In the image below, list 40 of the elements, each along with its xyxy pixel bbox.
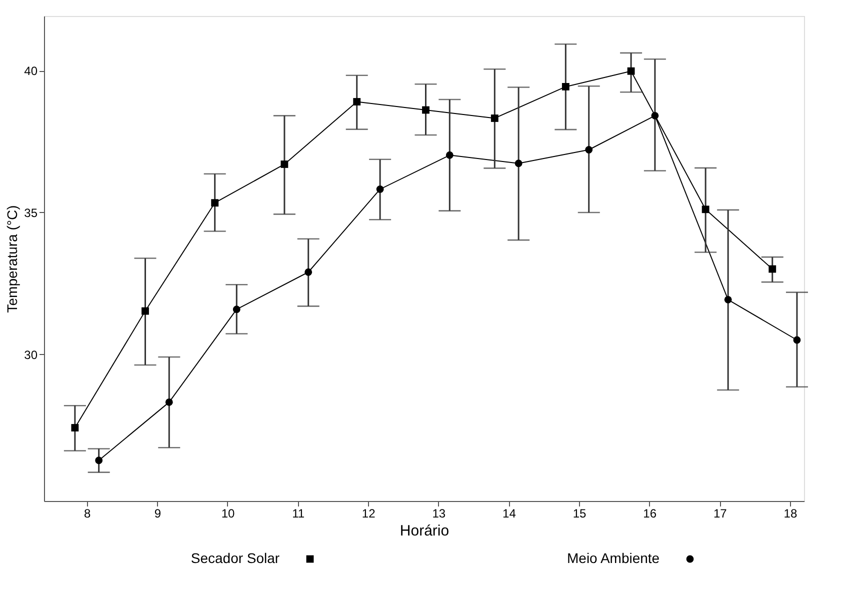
x-tick-label: 18: [784, 506, 798, 520]
point: [71, 424, 79, 432]
point: [768, 265, 776, 273]
x-tick-label: 15: [572, 506, 587, 520]
point: [702, 206, 710, 214]
point: [353, 98, 361, 106]
point: [627, 67, 635, 75]
point: [165, 398, 173, 406]
x-tick-label: 16: [643, 506, 657, 520]
y-tick-label: 40: [24, 64, 38, 78]
point: [490, 114, 498, 122]
point: [585, 146, 593, 154]
x-tick-label: 10: [221, 506, 235, 520]
point: [514, 160, 522, 168]
x-axis-title: Horário: [400, 522, 450, 540]
point: [95, 456, 103, 464]
point: [280, 160, 288, 168]
point: [651, 112, 659, 120]
y-axis-title: Temperatura (°C): [4, 205, 20, 313]
point: [304, 268, 312, 276]
point: [376, 186, 384, 193]
y-tick-label: 30: [24, 348, 38, 362]
y-tick-label: 35: [24, 206, 38, 220]
x-tick-label: 11: [292, 506, 305, 520]
legend-label: Secador Solar: [190, 550, 280, 566]
x-tick-label: 14: [502, 506, 516, 520]
point: [562, 83, 570, 90]
point: [232, 306, 240, 314]
point: [142, 307, 149, 315]
x-tick-label: 8: [84, 506, 92, 520]
point: [446, 151, 454, 159]
x-tick-label: 17: [713, 506, 728, 520]
x-tick-label: 13: [432, 506, 446, 520]
point: [793, 336, 801, 344]
x-tick-label: 12: [362, 506, 376, 520]
x-tick-label: 9: [154, 506, 162, 520]
legend-label: Meio Ambiente: [566, 550, 660, 566]
point: [211, 199, 219, 207]
point: [724, 296, 732, 304]
point: [422, 106, 430, 114]
